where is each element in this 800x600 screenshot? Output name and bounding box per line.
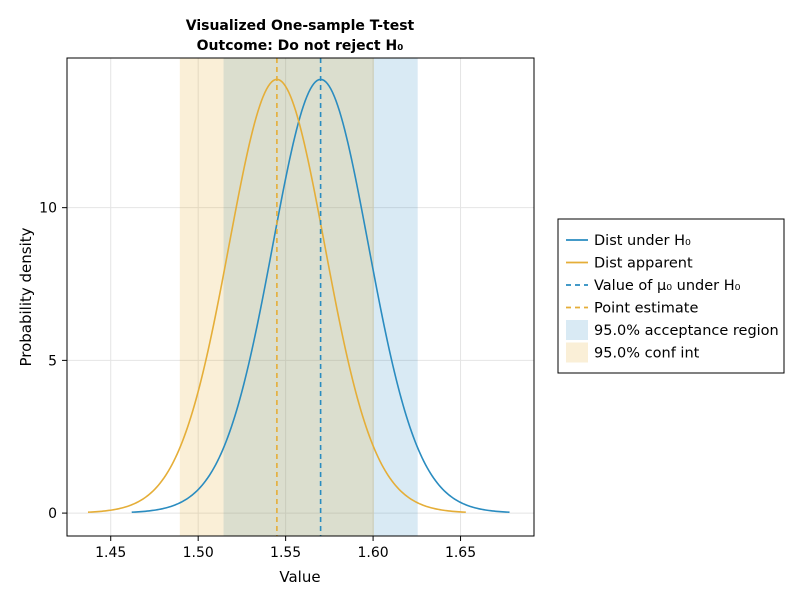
grid [67,58,534,536]
plot-area [66,57,535,537]
y-tick-label: 5 [48,353,57,369]
y-axis-ticks: 0 5 10 [39,201,67,522]
x-tick-label: 1.55 [270,545,301,561]
x-axis-label: Value [279,568,320,586]
legend-swatch [566,342,588,363]
legend-label: Point estimate [594,301,698,317]
chart-subtitle: Outcome: Do not reject H₀ [197,38,404,54]
legend-label: 95.0% acceptance region [594,323,779,339]
x-tick-label: 1.60 [358,545,389,561]
x-axis-ticks: 1.45 1.50 1.55 1.60 1.65 [95,536,476,561]
vlines [276,58,322,536]
legend-label: Value of μ₀ under H₀ [594,278,741,294]
legend-box [557,218,785,374]
x-tick-label: 1.45 [95,545,126,561]
y-tick-label: 0 [48,506,57,522]
y-axis-label: Probability density [17,227,35,366]
legend-label: Dist under H₀ [594,233,691,249]
x-tick-label: 1.65 [445,545,476,561]
legend-swatch [566,320,588,340]
legend-label: Dist apparent [594,256,693,272]
x-tick-label: 1.50 [183,545,214,561]
y-tick-label: 10 [39,201,57,217]
legend: Dist under H₀ Dist apparent Value of μ₀ un… [557,218,785,374]
chart-title: Visualized One-sample T-test [186,18,415,34]
legend-label: 95.0% conf int [594,346,700,362]
